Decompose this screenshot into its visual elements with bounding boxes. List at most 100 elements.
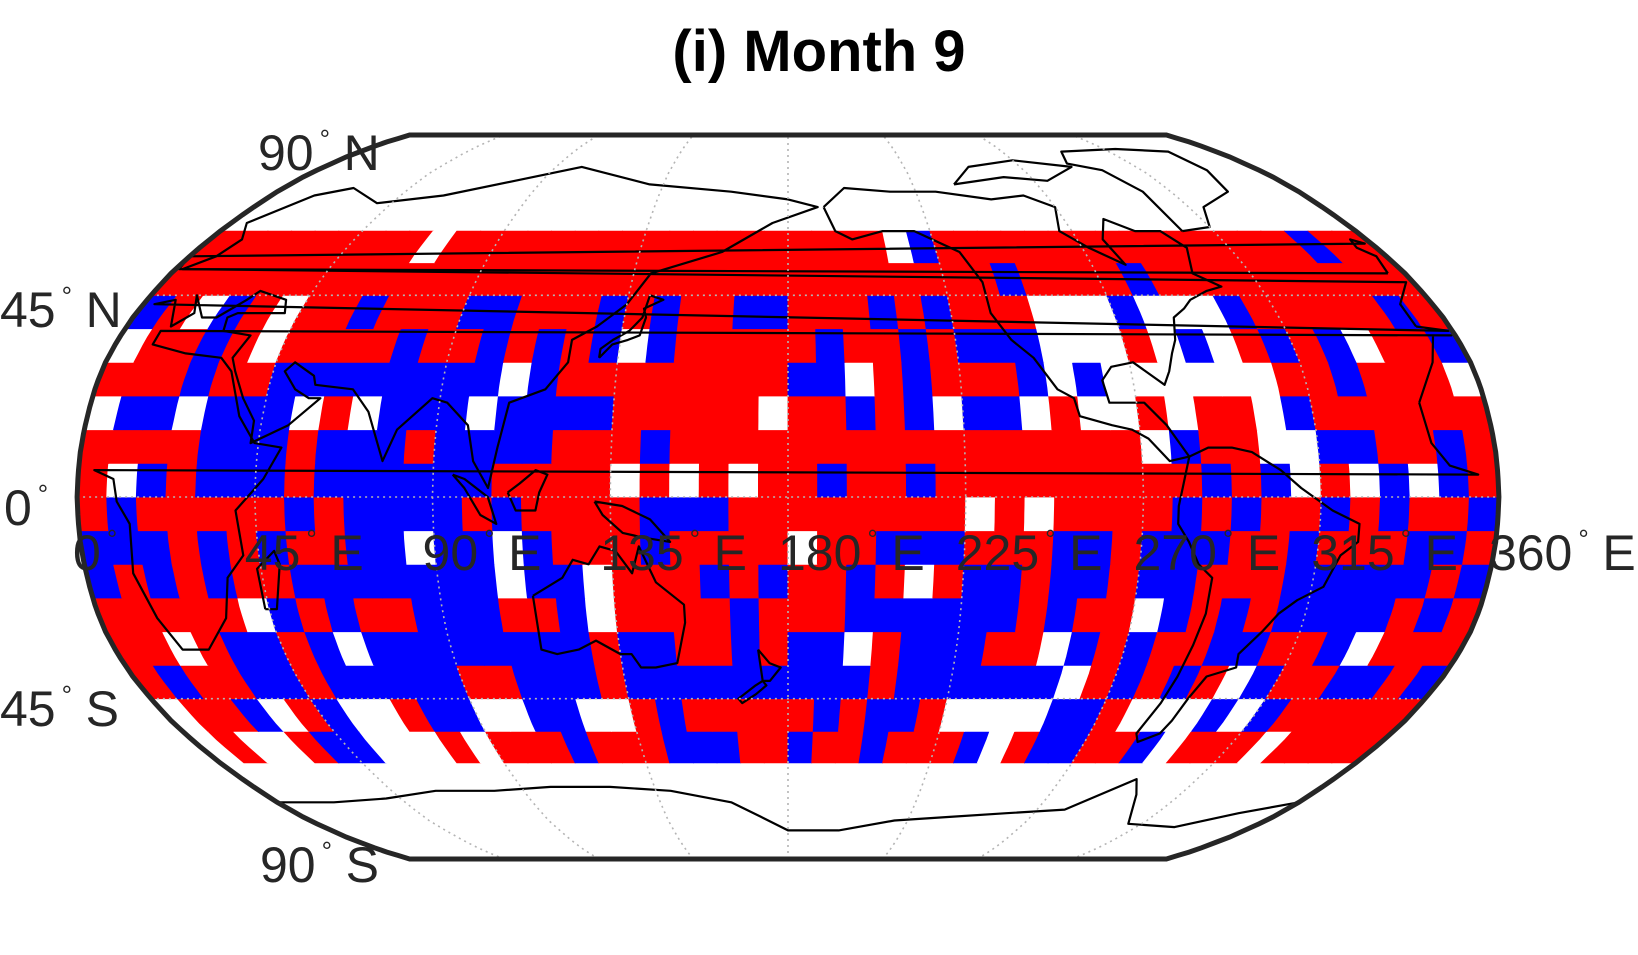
anomaly-cell [758, 597, 789, 633]
label-value: 315 [1311, 525, 1394, 581]
anomaly-cell [874, 395, 906, 431]
anomaly-cell [758, 462, 789, 498]
anomaly-cell [165, 462, 198, 498]
eurasia-coast [153, 165, 1450, 490]
anomaly-cell [1374, 429, 1409, 464]
anomaly-cell [521, 429, 554, 464]
anomaly-cell [1110, 429, 1143, 464]
anomaly-cell [640, 395, 673, 431]
anomaly-cell [584, 361, 618, 397]
anomaly-cell [814, 664, 844, 700]
anomaly-cell [1164, 395, 1200, 431]
anomaly-cell [402, 462, 435, 498]
anomaly-cell [816, 395, 848, 431]
anomaly-cell [758, 429, 789, 464]
anomaly-cell [671, 361, 704, 397]
label-value: 135 [600, 525, 683, 581]
anomaly-cell [732, 294, 762, 330]
anomaly-cell [77, 462, 110, 498]
anomaly-cell [812, 262, 842, 296]
anomaly-cell [1082, 462, 1115, 498]
anomaly-cell [613, 361, 647, 397]
anomaly-cell [761, 262, 789, 296]
label-suffix: E [508, 525, 541, 581]
anomaly-cell [611, 395, 644, 431]
label-value: 90 [423, 525, 479, 581]
anomaly-cell [901, 597, 934, 633]
label-value: 225 [956, 525, 1039, 581]
anomaly-cell [1201, 462, 1233, 498]
anomaly-cell [1080, 429, 1114, 464]
anomaly-cell [787, 698, 815, 732]
anomaly-cell [1286, 429, 1321, 464]
anomaly-cell [1344, 429, 1380, 464]
lat-label: 0 ° [4, 479, 48, 536]
anomaly-cell [347, 395, 384, 431]
degree-symbol: ° [322, 836, 332, 866]
anomaly-cell [1227, 429, 1261, 464]
anomaly-cell [958, 361, 992, 397]
anomaly-cell [698, 429, 730, 464]
anomaly-cell [645, 631, 678, 666]
anomaly-cell [811, 230, 839, 264]
degree-symbol: ° [306, 524, 316, 554]
label-suffix: E [1602, 525, 1635, 581]
anomaly-cell [815, 631, 846, 666]
anomaly-cell [964, 462, 996, 498]
meridian-line [1071, 134, 1323, 860]
lat-label: 90 ° S [260, 836, 379, 893]
anomaly-cell [846, 429, 878, 464]
anomaly-cell [344, 429, 378, 464]
anomaly-cell [845, 395, 877, 431]
label-suffix: S [86, 681, 119, 737]
meridian-line [253, 134, 505, 860]
anomaly-cell [842, 631, 874, 666]
label-value: 0 [73, 525, 101, 581]
degree-symbol: ° [867, 524, 877, 554]
anomaly-cell [870, 631, 903, 666]
anomaly-cell [464, 395, 499, 431]
anomaly-cell [195, 496, 228, 532]
anomaly-cell [1015, 361, 1050, 397]
label-suffix: E [714, 525, 747, 581]
anomaly-cell [106, 462, 139, 498]
anomaly-cell [702, 631, 734, 666]
lon-label: 0 ° [73, 524, 117, 581]
anomaly-cell [935, 462, 967, 498]
anomaly-cell [704, 294, 736, 330]
label-value: 270 [1133, 525, 1216, 581]
label-value: 360 [1489, 525, 1572, 581]
anomaly-cell [135, 462, 169, 498]
anomaly-cell [707, 262, 739, 296]
anomaly-cell [555, 361, 590, 397]
anomaly-cell [582, 395, 615, 431]
anomaly-cell [986, 597, 1021, 633]
meridian-line [431, 134, 600, 860]
anomaly-cell [787, 361, 818, 397]
anomaly-cell [698, 462, 730, 498]
degree-symbol: ° [62, 281, 72, 311]
anomaly-cell [551, 530, 584, 565]
anomaly-cell [730, 631, 761, 666]
anomaly-cell [137, 530, 173, 565]
anomaly-cell [990, 395, 1024, 431]
anomaly-cell [469, 361, 505, 397]
anomaly-cell [670, 395, 702, 431]
anomaly-cell [551, 429, 584, 464]
anomaly-cell [986, 361, 1021, 397]
anomaly-cell [315, 429, 349, 464]
anomaly-cell [550, 462, 582, 498]
anomaly-cell [374, 530, 408, 565]
label-value: 180 [778, 525, 861, 581]
anomaly-cell [787, 429, 818, 464]
meridian-line [976, 134, 1145, 860]
anomaly-cell [462, 429, 496, 464]
anomaly-cell [1319, 462, 1352, 498]
anomaly-cell [167, 429, 202, 464]
anomaly-cell [1192, 395, 1229, 431]
anomaly-cell [671, 597, 704, 633]
anomaly-cell [165, 496, 198, 532]
africa-coast [93, 329, 1480, 651]
degree-symbol: ° [320, 124, 330, 154]
anomaly-cell [1315, 429, 1350, 464]
